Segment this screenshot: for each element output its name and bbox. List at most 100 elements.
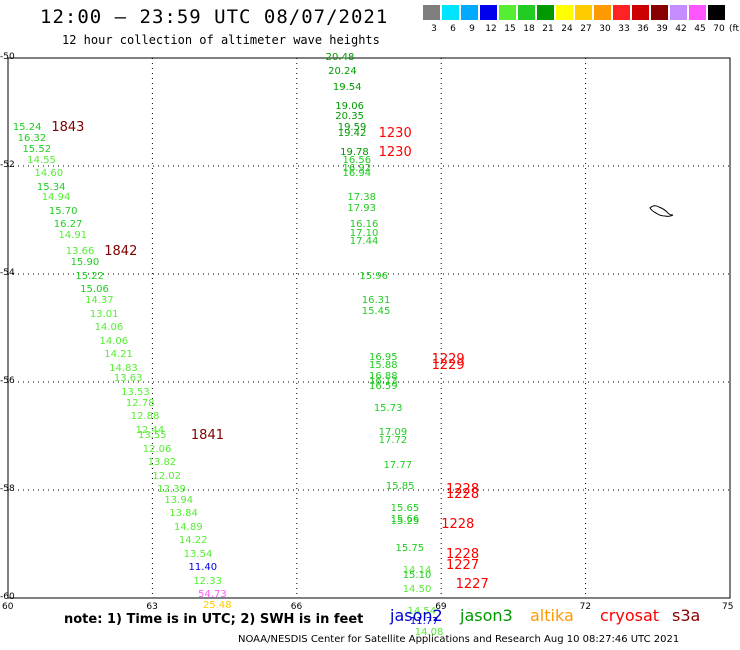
legend-swatch-27 xyxy=(575,5,592,20)
pass-time-label: 1228 xyxy=(446,482,480,497)
wave-height-value: 15.85 xyxy=(385,481,415,493)
wave-height-value: 13.55 xyxy=(137,430,167,441)
lon-label: 75 xyxy=(722,602,734,612)
lon-label: 63 xyxy=(146,602,158,612)
wave-height-value: 15.10 xyxy=(402,570,432,582)
wave-height-value: 25.48 xyxy=(202,600,232,612)
wave-height-value: 15.65 xyxy=(390,502,420,514)
wave-height-value: 15.45 xyxy=(361,305,391,317)
wave-height-value: 15.24 xyxy=(12,122,42,134)
wave-height-value: 16.16 xyxy=(349,219,379,231)
legend-label-70: 70 xyxy=(713,24,725,34)
wave-height-value: 12.44 xyxy=(135,424,165,436)
lon-label: 66 xyxy=(290,602,303,612)
legend-label-3: 3 xyxy=(431,24,437,34)
wave-height-value: 17.77 xyxy=(383,459,413,471)
wave-height-value: 14.50 xyxy=(402,583,432,595)
pass-time-label: 1841 xyxy=(190,428,224,443)
wave-height-value: 16.27 xyxy=(53,219,83,231)
pass-time-label: 1227 xyxy=(446,557,480,573)
wave-height-value: 14.60 xyxy=(34,168,64,180)
legend-swatch-6 xyxy=(442,5,459,20)
wave-height-value: 17.10 xyxy=(349,227,379,239)
lon-label: 72 xyxy=(579,602,592,612)
wave-height-value: 15.66 xyxy=(390,513,420,525)
wave-height-value: 14.54 xyxy=(407,605,437,617)
legend-label-12: 12 xyxy=(485,24,497,34)
wave-height-value: 15.75 xyxy=(395,543,425,555)
wave-height-value: 14.37 xyxy=(85,295,114,306)
wave-height-value: 16.32 xyxy=(17,133,47,144)
legend-swatch-24 xyxy=(556,5,573,20)
legend-label-36: 36 xyxy=(637,24,649,34)
wave-height-value: 16.94 xyxy=(342,168,372,180)
wave-height-value: 54.73 xyxy=(198,589,227,601)
pass-time-label: 1230 xyxy=(378,144,412,160)
wave-height-value: 20.48 xyxy=(325,52,355,63)
pass-time-label: 1228 xyxy=(446,546,480,562)
wave-height-value: 14.06 xyxy=(99,335,129,347)
wave-height-value: 15.96 xyxy=(359,270,388,282)
wave-height-value: 14.22 xyxy=(178,535,208,547)
lon-label: 60 xyxy=(2,602,14,612)
lat-label: -56 xyxy=(0,376,15,386)
wave-height-value: 12.88 xyxy=(130,411,160,423)
wave-height-value: 12.39 xyxy=(157,484,186,495)
legend-label-15: 15 xyxy=(504,24,516,34)
legend-label-30: 30 xyxy=(599,24,611,34)
wave-height-value: 13.84 xyxy=(169,508,198,520)
legend-swatch-70 xyxy=(708,5,725,20)
wave-height-value: 13.54 xyxy=(183,548,213,560)
pass-time-label: 1842 xyxy=(104,244,138,260)
wave-height-value: 13.53 xyxy=(121,386,150,398)
graticule xyxy=(8,58,730,598)
legend-swatch-39 xyxy=(651,5,668,20)
lat-label: -58 xyxy=(0,484,15,494)
wave-height-value: 16.95 xyxy=(369,351,398,363)
wave-height-value: 12.33 xyxy=(193,575,222,587)
pass-time-label: 1228 xyxy=(446,487,480,503)
wave-height-value: 12.02 xyxy=(152,470,182,482)
wave-height-value: 15.34 xyxy=(36,181,66,193)
wave-height-value: 13.66 xyxy=(65,246,95,258)
wave-height-value: 12.06 xyxy=(142,443,172,455)
lon-label: 69 xyxy=(435,602,447,612)
legend-swatch-9 xyxy=(461,5,478,20)
legend-unit: (ft) xyxy=(729,24,740,34)
wave-height-value: 13.94 xyxy=(164,494,194,506)
wave-height-value: 19.54 xyxy=(332,81,362,93)
satellite-cryosat: cryosat xyxy=(600,606,660,625)
wave-height-value: 13.63 xyxy=(113,373,143,385)
legend-label-18: 18 xyxy=(523,24,535,34)
satellite-jason3: jason3 xyxy=(460,606,513,625)
wave-height-value: 19.06 xyxy=(335,100,364,112)
wave-height-value: 11.77 xyxy=(409,616,439,628)
legend-label-45: 45 xyxy=(694,24,706,34)
wave-height-value: 17.09 xyxy=(378,427,408,439)
wave-height-value: 16.56 xyxy=(342,154,372,166)
wave-height-value: 14.08 xyxy=(414,627,444,639)
lat-label: -50 xyxy=(0,52,15,62)
wave-height-value: 15.88 xyxy=(369,359,398,371)
wave-height-value: 17.72 xyxy=(378,435,408,447)
wave-height-value: 16.31 xyxy=(361,295,391,306)
wave-height-value: 14.83 xyxy=(109,362,138,374)
wave-height-value: 15.25 xyxy=(390,516,420,528)
wave-height-value: 14.89 xyxy=(174,521,203,533)
wave-height-value: 15.22 xyxy=(75,270,105,282)
wave-height-value: 19.59 xyxy=(337,122,367,134)
pass-time-label: 1229 xyxy=(431,352,465,368)
wave-height-value: 19.78 xyxy=(340,146,369,158)
legend-swatch-30 xyxy=(594,5,611,20)
legend-swatch-33 xyxy=(613,5,630,20)
wave-height-value: 15.52 xyxy=(22,143,52,155)
wave-height-value: 11.40 xyxy=(188,562,218,574)
legend-swatch-42 xyxy=(670,5,687,20)
lat-label: -54 xyxy=(0,268,15,278)
map-border xyxy=(7,57,731,599)
legend-swatch-15 xyxy=(499,5,516,20)
legend-label-24: 24 xyxy=(561,24,573,34)
pass-time-label: 1843 xyxy=(51,120,85,136)
wave-height-value: 14.14 xyxy=(402,565,432,576)
wave-height-value: 15.90 xyxy=(70,257,100,269)
